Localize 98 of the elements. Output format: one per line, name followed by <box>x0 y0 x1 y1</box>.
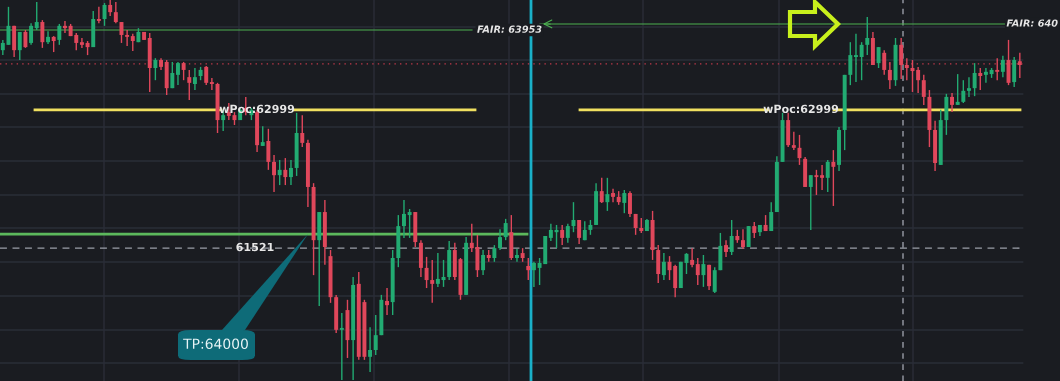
annotation: wPoc:62999 <box>763 104 839 114</box>
candlestick <box>119 21 124 44</box>
candlestick <box>961 79 966 104</box>
candlestick <box>661 252 666 281</box>
annotation: 61521 <box>236 242 274 252</box>
candlestick <box>560 224 565 246</box>
candlestick <box>916 66 921 94</box>
candlestick <box>848 41 853 86</box>
annotation: TP:64000 <box>183 338 248 350</box>
candlestick <box>153 57 158 81</box>
candlestick <box>882 49 887 76</box>
candlestick <box>170 61 175 89</box>
candlestick <box>712 266 717 294</box>
candlestick <box>1012 56 1017 88</box>
candlestick <box>854 33 858 83</box>
candlestick <box>266 128 271 171</box>
candlestick <box>820 164 825 191</box>
candlestick <box>656 244 661 284</box>
candlestick <box>944 93 949 136</box>
annotation: FAIR: 63953 <box>477 25 542 33</box>
candlestick <box>277 159 282 186</box>
annotation: FAIR: 640 <box>1006 19 1058 27</box>
candlestick <box>741 228 745 250</box>
candlestick <box>904 57 909 81</box>
candlestick <box>503 218 508 241</box>
candlestick <box>204 65 209 86</box>
candlestick <box>29 22 34 46</box>
candlestick <box>113 1 118 24</box>
candlestick <box>300 114 305 148</box>
candlestick <box>622 189 627 214</box>
candlestick <box>526 257 531 281</box>
candlestick <box>910 59 915 93</box>
candlestick <box>769 201 774 232</box>
candlestick <box>481 249 486 276</box>
candlestick <box>102 2 107 27</box>
candlestick <box>1017 52 1022 79</box>
candlestick <box>729 219 734 256</box>
candlestick <box>385 287 389 316</box>
candlestick <box>859 41 864 81</box>
candlestick <box>339 312 344 381</box>
candlestick <box>628 190 632 218</box>
candlestick <box>995 57 1000 81</box>
candlestick <box>876 46 881 69</box>
candlestick <box>435 252 440 288</box>
candlestick <box>887 61 892 90</box>
candlestick <box>831 149 836 207</box>
candlestick <box>611 188 615 203</box>
candlestick <box>797 134 802 166</box>
candlestick <box>57 23 62 46</box>
candlestick <box>1006 39 1011 86</box>
candlestick <box>272 154 276 193</box>
candlestick <box>599 177 604 204</box>
candlestick <box>373 314 378 356</box>
candlestick <box>192 67 197 91</box>
candlestick <box>407 208 412 239</box>
candlestick <box>808 174 813 231</box>
candlestick <box>498 228 502 251</box>
candlestick <box>181 61 186 81</box>
candlestick <box>515 248 519 263</box>
candlestick <box>707 264 712 291</box>
candlestick <box>176 61 180 86</box>
candlestick <box>209 77 214 91</box>
candlestick <box>283 157 288 186</box>
candlestick <box>701 254 706 288</box>
candlestick <box>899 37 904 80</box>
candlestick <box>441 259 446 288</box>
candlestick <box>260 125 265 147</box>
candlestick <box>825 159 830 193</box>
candlestick <box>571 201 576 233</box>
candlestick <box>96 6 101 24</box>
candlestick <box>531 261 536 288</box>
candlestick <box>950 92 954 113</box>
candlestick <box>402 199 406 239</box>
candlestick <box>430 259 435 304</box>
candlestick <box>921 74 926 106</box>
candlestick <box>565 223 570 244</box>
candlestick <box>695 257 700 286</box>
candlestick <box>972 62 977 97</box>
candlestick <box>34 1 39 31</box>
candlestick <box>368 326 373 373</box>
candlestick <box>983 67 988 84</box>
candlestick <box>1000 55 1005 78</box>
candlestick <box>791 131 796 151</box>
candlestick <box>577 219 582 245</box>
candlestick <box>978 67 983 91</box>
candlestick <box>17 31 22 61</box>
candlestick <box>865 16 870 56</box>
candlestick <box>605 177 610 212</box>
candlestick <box>424 256 429 289</box>
candlestick <box>79 37 84 49</box>
candlestick <box>125 29 130 47</box>
candlestick <box>289 159 293 186</box>
candlestick <box>955 73 960 106</box>
candlestick <box>187 69 192 101</box>
candlestick <box>814 169 819 196</box>
candlestick <box>967 76 971 98</box>
candlestick <box>690 247 695 268</box>
candlestick <box>40 19 45 49</box>
